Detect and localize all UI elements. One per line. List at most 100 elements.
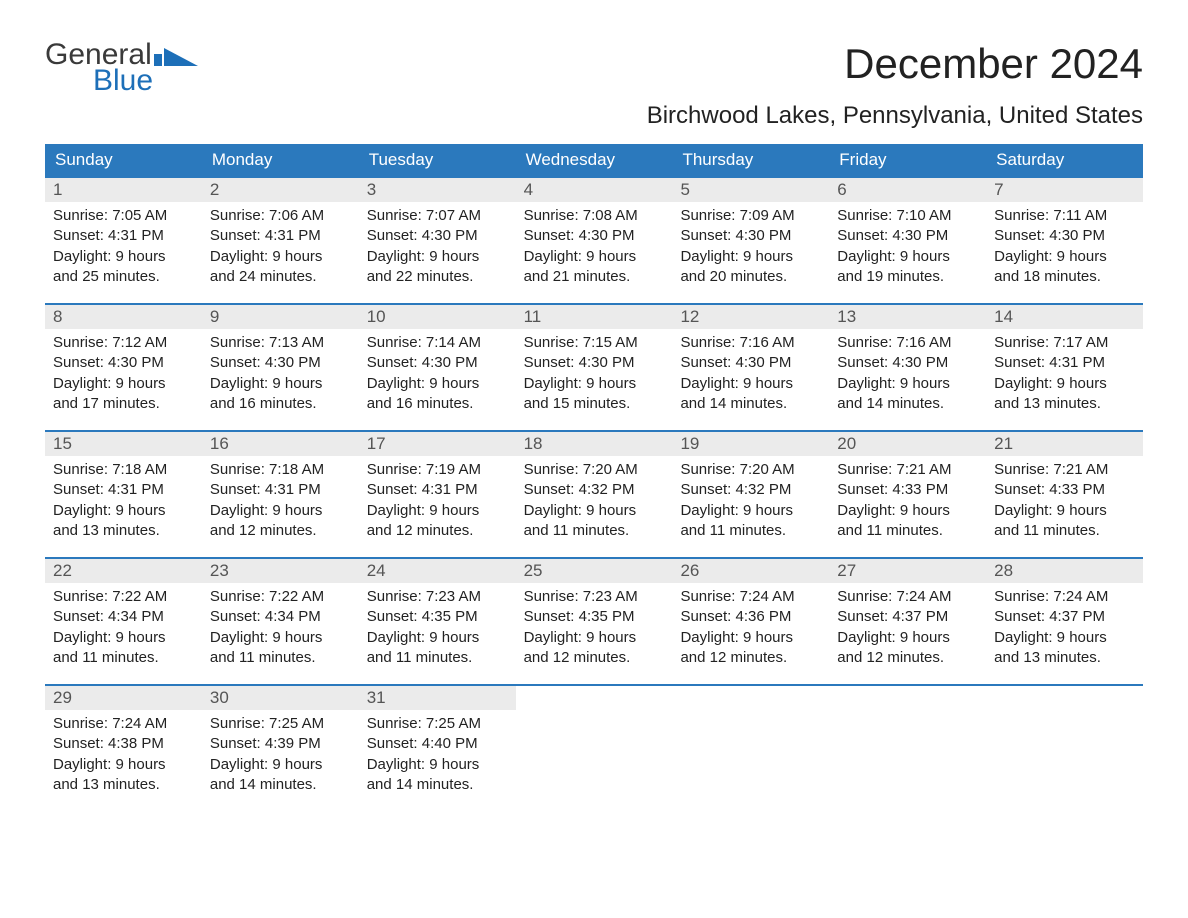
day-cell: 5Sunrise: 7:09 AMSunset: 4:30 PMDaylight… bbox=[672, 178, 829, 287]
day-info: Sunrise: 7:15 AMSunset: 4:30 PMDaylight:… bbox=[516, 329, 673, 414]
day-info-line: Sunrise: 7:06 AM bbox=[210, 206, 351, 226]
day-cell: 26Sunrise: 7:24 AMSunset: 4:36 PMDayligh… bbox=[672, 559, 829, 668]
day-info-line: Daylight: 9 hours bbox=[524, 501, 665, 521]
day-info: Sunrise: 7:25 AMSunset: 4:39 PMDaylight:… bbox=[202, 710, 359, 795]
day-info-line: Sunrise: 7:17 AM bbox=[994, 333, 1135, 353]
day-header-cell: Monday bbox=[202, 144, 359, 176]
day-info-line: Daylight: 9 hours bbox=[210, 755, 351, 775]
day-number: 2 bbox=[202, 178, 359, 202]
day-info-line: Daylight: 9 hours bbox=[680, 501, 821, 521]
day-info: Sunrise: 7:09 AMSunset: 4:30 PMDaylight:… bbox=[672, 202, 829, 287]
day-number: 6 bbox=[829, 178, 986, 202]
day-info-line: Sunset: 4:30 PM bbox=[524, 353, 665, 373]
day-info: Sunrise: 7:20 AMSunset: 4:32 PMDaylight:… bbox=[516, 456, 673, 541]
day-info-line: Daylight: 9 hours bbox=[210, 628, 351, 648]
day-cell: 20Sunrise: 7:21 AMSunset: 4:33 PMDayligh… bbox=[829, 432, 986, 541]
day-number: 10 bbox=[359, 305, 516, 329]
day-cell: 4Sunrise: 7:08 AMSunset: 4:30 PMDaylight… bbox=[516, 178, 673, 287]
day-info: Sunrise: 7:19 AMSunset: 4:31 PMDaylight:… bbox=[359, 456, 516, 541]
day-info: Sunrise: 7:25 AMSunset: 4:40 PMDaylight:… bbox=[359, 710, 516, 795]
day-info: Sunrise: 7:22 AMSunset: 4:34 PMDaylight:… bbox=[202, 583, 359, 668]
day-header-cell: Thursday bbox=[672, 144, 829, 176]
day-cell: 19Sunrise: 7:20 AMSunset: 4:32 PMDayligh… bbox=[672, 432, 829, 541]
day-info-line: Sunrise: 7:21 AM bbox=[837, 460, 978, 480]
day-info: Sunrise: 7:13 AMSunset: 4:30 PMDaylight:… bbox=[202, 329, 359, 414]
day-info-line: Sunrise: 7:10 AM bbox=[837, 206, 978, 226]
day-info-line: Sunrise: 7:24 AM bbox=[53, 714, 194, 734]
logo-text-blue: Blue bbox=[45, 66, 198, 96]
day-info-line: Sunrise: 7:23 AM bbox=[367, 587, 508, 607]
day-info-line: Sunset: 4:30 PM bbox=[680, 226, 821, 246]
day-info: Sunrise: 7:05 AMSunset: 4:31 PMDaylight:… bbox=[45, 202, 202, 287]
day-info-line: and 12 minutes. bbox=[367, 521, 508, 541]
day-info-line: Sunset: 4:30 PM bbox=[210, 353, 351, 373]
day-number: 21 bbox=[986, 432, 1143, 456]
day-cell: 7Sunrise: 7:11 AMSunset: 4:30 PMDaylight… bbox=[986, 178, 1143, 287]
day-info: Sunrise: 7:23 AMSunset: 4:35 PMDaylight:… bbox=[359, 583, 516, 668]
day-info-line: and 13 minutes. bbox=[53, 521, 194, 541]
day-info-line: Daylight: 9 hours bbox=[53, 501, 194, 521]
day-info-line: Daylight: 9 hours bbox=[837, 501, 978, 521]
day-info-line: Daylight: 9 hours bbox=[210, 374, 351, 394]
day-number: 12 bbox=[672, 305, 829, 329]
day-info-line: Sunrise: 7:20 AM bbox=[680, 460, 821, 480]
day-number: 18 bbox=[516, 432, 673, 456]
day-cell: 11Sunrise: 7:15 AMSunset: 4:30 PMDayligh… bbox=[516, 305, 673, 414]
day-info-line: Sunrise: 7:20 AM bbox=[524, 460, 665, 480]
day-info-line: and 15 minutes. bbox=[524, 394, 665, 414]
day-info: Sunrise: 7:07 AMSunset: 4:30 PMDaylight:… bbox=[359, 202, 516, 287]
day-info: Sunrise: 7:08 AMSunset: 4:30 PMDaylight:… bbox=[516, 202, 673, 287]
day-info-line: and 11 minutes. bbox=[53, 648, 194, 668]
day-info-line: and 14 minutes. bbox=[367, 775, 508, 795]
day-info-line: Sunset: 4:33 PM bbox=[994, 480, 1135, 500]
day-info-line: Sunrise: 7:25 AM bbox=[210, 714, 351, 734]
day-info-line: Sunset: 4:30 PM bbox=[367, 226, 508, 246]
day-cell: 13Sunrise: 7:16 AMSunset: 4:30 PMDayligh… bbox=[829, 305, 986, 414]
day-number: 26 bbox=[672, 559, 829, 583]
day-info-line: Daylight: 9 hours bbox=[367, 247, 508, 267]
day-number: 8 bbox=[45, 305, 202, 329]
day-info: Sunrise: 7:24 AMSunset: 4:38 PMDaylight:… bbox=[45, 710, 202, 795]
day-info-line: Sunrise: 7:16 AM bbox=[837, 333, 978, 353]
day-cell: 2Sunrise: 7:06 AMSunset: 4:31 PMDaylight… bbox=[202, 178, 359, 287]
day-info-line: and 19 minutes. bbox=[837, 267, 978, 287]
day-info-line: Daylight: 9 hours bbox=[210, 247, 351, 267]
day-info-line: Daylight: 9 hours bbox=[994, 247, 1135, 267]
day-info-line: Sunrise: 7:18 AM bbox=[53, 460, 194, 480]
day-info-line: and 24 minutes. bbox=[210, 267, 351, 287]
day-info-line: Daylight: 9 hours bbox=[994, 501, 1135, 521]
day-info-line: and 12 minutes. bbox=[210, 521, 351, 541]
day-info-line: Sunset: 4:32 PM bbox=[680, 480, 821, 500]
day-header-cell: Sunday bbox=[45, 144, 202, 176]
day-info-line: Sunrise: 7:15 AM bbox=[524, 333, 665, 353]
day-info-line: Sunrise: 7:14 AM bbox=[367, 333, 508, 353]
day-info-line: Sunset: 4:30 PM bbox=[837, 353, 978, 373]
day-info-line: Sunset: 4:30 PM bbox=[994, 226, 1135, 246]
day-info-line: and 17 minutes. bbox=[53, 394, 194, 414]
day-info-line: Sunrise: 7:21 AM bbox=[994, 460, 1135, 480]
day-cell bbox=[829, 686, 986, 795]
day-info: Sunrise: 7:10 AMSunset: 4:30 PMDaylight:… bbox=[829, 202, 986, 287]
day-info: Sunrise: 7:24 AMSunset: 4:36 PMDaylight:… bbox=[672, 583, 829, 668]
day-info: Sunrise: 7:11 AMSunset: 4:30 PMDaylight:… bbox=[986, 202, 1143, 287]
day-number: 25 bbox=[516, 559, 673, 583]
day-info-line: and 11 minutes. bbox=[210, 648, 351, 668]
day-number-empty bbox=[986, 686, 1143, 710]
header: General Blue December 2024 bbox=[45, 40, 1143, 96]
day-info-line: Sunrise: 7:09 AM bbox=[680, 206, 821, 226]
day-info-line: and 16 minutes. bbox=[367, 394, 508, 414]
day-number: 3 bbox=[359, 178, 516, 202]
day-header-cell: Friday bbox=[829, 144, 986, 176]
day-cell: 25Sunrise: 7:23 AMSunset: 4:35 PMDayligh… bbox=[516, 559, 673, 668]
day-cell bbox=[986, 686, 1143, 795]
day-info-line: Daylight: 9 hours bbox=[524, 628, 665, 648]
day-info-line: Sunset: 4:30 PM bbox=[680, 353, 821, 373]
day-info: Sunrise: 7:16 AMSunset: 4:30 PMDaylight:… bbox=[829, 329, 986, 414]
day-info-line: and 11 minutes. bbox=[837, 521, 978, 541]
day-info-line: and 20 minutes. bbox=[680, 267, 821, 287]
day-cell: 16Sunrise: 7:18 AMSunset: 4:31 PMDayligh… bbox=[202, 432, 359, 541]
day-cell: 6Sunrise: 7:10 AMSunset: 4:30 PMDaylight… bbox=[829, 178, 986, 287]
day-info: Sunrise: 7:21 AMSunset: 4:33 PMDaylight:… bbox=[986, 456, 1143, 541]
week-row: 1Sunrise: 7:05 AMSunset: 4:31 PMDaylight… bbox=[45, 176, 1143, 287]
day-number: 31 bbox=[359, 686, 516, 710]
